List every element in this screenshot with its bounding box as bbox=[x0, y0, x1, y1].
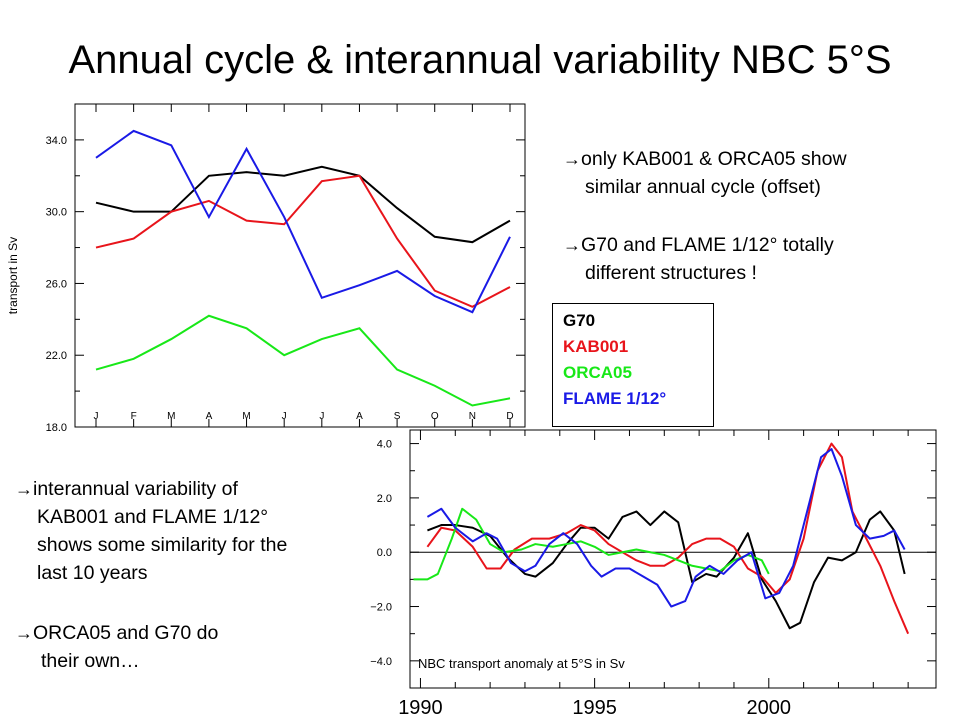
x-tick-label: O bbox=[431, 411, 439, 422]
bullet-interannual: →interannual variability of KAB001 and F… bbox=[15, 475, 287, 587]
bullet-text-cont: their own… bbox=[41, 650, 140, 672]
plot-frame bbox=[74, 103, 526, 428]
bullet-text-cont: similar annual cycle (offset) bbox=[585, 176, 821, 198]
x-tick-label: M bbox=[167, 411, 175, 422]
x-tick-label: N bbox=[469, 411, 476, 422]
arrow-icon: → bbox=[563, 235, 581, 255]
y-tick-label: 26.0 bbox=[46, 278, 67, 290]
slide-title: Annual cycle & interannual variability N… bbox=[68, 38, 892, 82]
y-tick-label: 30.0 bbox=[46, 207, 67, 219]
bullet-text: interannual variability of bbox=[33, 478, 238, 500]
y-tick-label: 34.0 bbox=[46, 135, 67, 147]
bullet-text: only KAB001 & ORCA05 show bbox=[581, 148, 847, 170]
arrow-icon: → bbox=[15, 479, 33, 499]
legend-entry-orca05: ORCA05 bbox=[563, 363, 632, 382]
series-line-kab001 bbox=[95, 174, 511, 308]
x-tick-label: A bbox=[206, 411, 213, 422]
y-axis-label: transport in Sv bbox=[6, 237, 20, 314]
legend-entry-flame: FLAME 1/12° bbox=[563, 389, 667, 408]
x-tick-label: S bbox=[394, 411, 401, 422]
series-line-flame-1-12- bbox=[95, 129, 511, 314]
bullet-structures: →G70 and FLAME 1/12° totally different s… bbox=[563, 231, 834, 287]
legend-entry-g70: G70 bbox=[563, 311, 596, 330]
x-tick-label: M bbox=[242, 411, 250, 422]
legend: G70 KAB001 ORCA05 FLAME 1/12° bbox=[552, 303, 714, 427]
legend-entry-kab001: KAB001 bbox=[563, 337, 629, 356]
x-tick-label: D bbox=[506, 411, 513, 422]
x-tick-label: A bbox=[356, 411, 363, 422]
series-line-g70 bbox=[95, 165, 511, 244]
bullet-text: ORCA05 and G70 do bbox=[33, 622, 219, 644]
x-tick-label: F bbox=[131, 411, 137, 422]
series-line-orca05 bbox=[95, 314, 511, 407]
bullet-orca-g70: →ORCA05 and G70 do their own… bbox=[15, 619, 218, 675]
bullet-text-cont: shows some similarity for the bbox=[37, 534, 288, 556]
y-tick-label: 22.0 bbox=[46, 350, 67, 362]
bullet-annual-cycle: →only KAB001 & ORCA05 show similar annua… bbox=[563, 145, 847, 201]
y-tick-label: 18.0 bbox=[46, 422, 67, 434]
arrow-icon: → bbox=[15, 623, 33, 643]
bullet-text-cont: KAB001 and FLAME 1/12° bbox=[37, 506, 269, 528]
bullet-text: G70 and FLAME 1/12° totally bbox=[581, 234, 834, 256]
arrow-icon: → bbox=[563, 149, 581, 169]
x-tick-label: J bbox=[319, 411, 324, 422]
bullet-text-cont: different structures ! bbox=[585, 262, 757, 284]
x-tick-label: J bbox=[282, 411, 287, 422]
bullet-text-cont: last 10 years bbox=[37, 562, 148, 584]
x-tick-label: J bbox=[94, 411, 99, 422]
